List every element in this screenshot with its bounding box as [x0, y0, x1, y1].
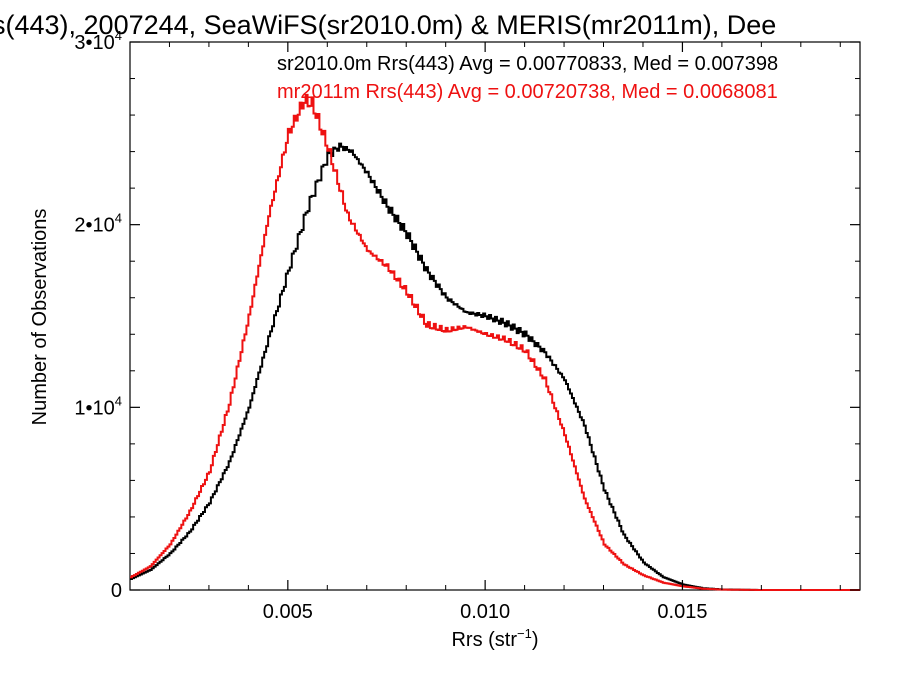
plot-area — [129, 41, 861, 591]
x-axis-label-main: Rrs (str — [451, 629, 517, 651]
legend: sr2010.0m Rrs(443) Avg = 0.00770833, Med… — [277, 53, 778, 103]
y-tick-label-1: 1•104 — [74, 393, 122, 419]
x-axis-label: Rrs (str−1) — [451, 626, 538, 651]
legend-entry-sr2010: sr2010.0m Rrs(443) Avg = 0.00770833, Med… — [277, 53, 778, 75]
series-layer — [130, 93, 860, 591]
chart-title: s(443), 2007244, SeaWiFS(sr2010.0m) & ME… — [0, 10, 776, 40]
x-axis-label-end: ) — [532, 629, 539, 651]
x-tick-label-1: 0.010 — [460, 601, 510, 623]
y-axis-label: Number of Observations — [29, 209, 51, 426]
y-tick-label-3: 3•104 — [74, 28, 122, 54]
x-axis-label-superscript: −1 — [517, 626, 532, 641]
y-tick-label-0: 0 — [111, 580, 122, 602]
legend-entry-mr2011: mr2011m Rrs(443) Avg = 0.00720738, Med =… — [277, 81, 778, 103]
plot-frame-border — [129, 41, 861, 591]
x-tick-label-0: 0.005 — [263, 601, 313, 623]
axis-ticks: 0.005 0.010 0.015 0 1•104 2•104 3•104 — [74, 28, 860, 623]
x-tick-label-2: 0.015 — [657, 601, 707, 623]
y-tick-label-2: 2•104 — [74, 211, 122, 237]
series-mr2011m — [130, 93, 860, 591]
